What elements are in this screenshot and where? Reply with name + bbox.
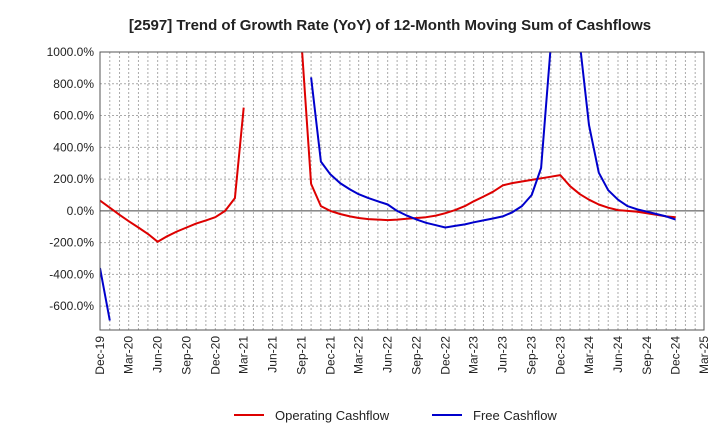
x-tick-label: Dec-20: [208, 336, 222, 375]
gridlines: [100, 51, 704, 330]
y-tick-label: 0.0%: [67, 204, 95, 218]
x-tick-label: Dec-23: [553, 336, 567, 375]
y-tick-label: 800.0%: [53, 77, 94, 91]
x-tick-label: Mar-21: [237, 336, 251, 374]
x-tick-label: Mar-20: [122, 336, 136, 374]
series-line-operating-cashflow: [100, 52, 676, 243]
plot-area: [100, 52, 676, 321]
y-tick-label: -600.0%: [49, 299, 94, 313]
x-tick-label: Sep-21: [295, 336, 309, 375]
x-tick-label: Jun-22: [381, 336, 395, 373]
x-tick-label: Dec-22: [438, 336, 452, 375]
plot-frame: [99, 51, 705, 331]
x-tick-label: Jun-20: [151, 336, 165, 373]
y-tick-label: 1000.0%: [47, 45, 95, 59]
y-axis-tick-labels: 1000.0% 800.0% 600.0% 400.0% 200.0% 0.0% -200.…: [47, 45, 95, 313]
y-tick-label: -400.0%: [49, 267, 94, 281]
x-tick-label: Sep-23: [525, 336, 539, 375]
legend-label-free-cashflow: Free Cashflow: [473, 408, 557, 423]
x-tick-label: Dec-19: [93, 336, 107, 375]
x-tick-label: Mar-23: [467, 336, 481, 374]
x-tick-label: Mar-24: [582, 336, 596, 374]
x-tick-label: Sep-22: [410, 336, 424, 375]
x-tick-label: Jun-24: [611, 336, 625, 373]
legend-label-operating-cashflow: Operating Cashflow: [275, 408, 390, 423]
legend: Operating Cashflow Free Cashflow: [234, 408, 557, 423]
x-tick-label: Jun-21: [266, 336, 280, 373]
x-tick-label: Sep-24: [640, 336, 654, 375]
y-tick-label: 600.0%: [53, 109, 94, 123]
y-tick-label: 400.0%: [53, 140, 94, 154]
x-axis-tick-labels: Dec-19 Mar-20 Jun-20 Sep-20 Dec-20 Mar-21 Jun-…: [93, 336, 711, 375]
y-tick-label: -200.0%: [49, 236, 94, 250]
x-tick-label: Mar-22: [352, 336, 366, 374]
x-tick-label: Jun-23: [496, 336, 510, 373]
chart-title: [2597] Trend of Growth Rate (YoY) of 12-…: [129, 17, 651, 34]
x-tick-label: Dec-24: [669, 336, 683, 375]
y-tick-label: 200.0%: [53, 172, 94, 186]
series-line-free-cashflow: [100, 52, 676, 321]
x-tick-label: Sep-20: [180, 336, 194, 375]
x-tick-label: Dec-21: [323, 336, 337, 375]
x-tick-label: Mar-25: [697, 336, 711, 374]
